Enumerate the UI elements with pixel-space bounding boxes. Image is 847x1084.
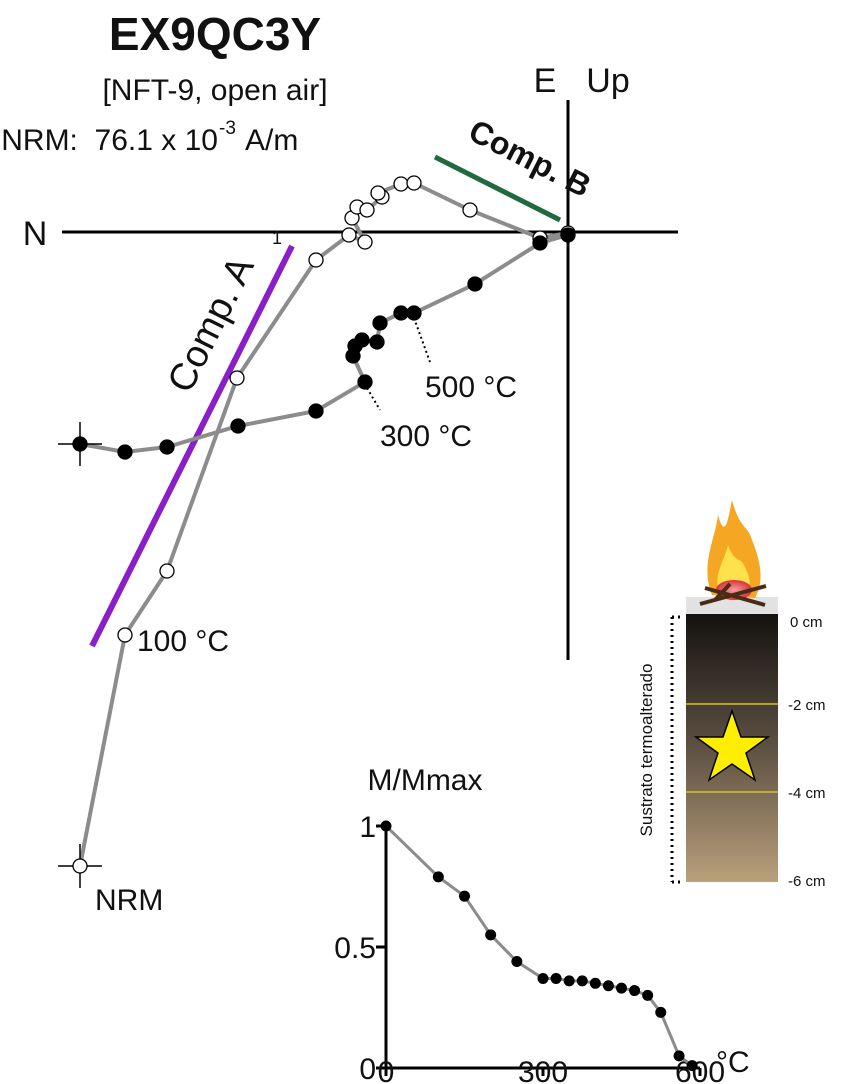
component-a-subscript: 1	[272, 228, 282, 248]
component-a-fit	[89, 244, 295, 648]
component-b-label: Comp. B	[463, 112, 597, 204]
star	[693, 708, 771, 782]
data-point	[380, 820, 392, 832]
data-point	[372, 315, 388, 331]
leader	[366, 387, 381, 411]
data-point	[357, 234, 373, 250]
depth-label: -2 cm	[788, 697, 826, 714]
data-point	[117, 444, 133, 460]
data-point	[511, 956, 523, 968]
y-axis-label: M/Mmax	[368, 764, 483, 797]
annotation: 100 °C	[137, 625, 229, 658]
data-point	[369, 334, 385, 350]
annotation: 300 °C	[380, 420, 472, 453]
series-line	[384, 824, 694, 1067]
data-point	[359, 202, 375, 218]
logs	[699, 582, 767, 607]
series-line	[79, 233, 569, 455]
nrm-note: NRM: 76.1 x 10	[1, 124, 218, 157]
nrm-unit: A/m	[245, 124, 298, 157]
annotation: NRM	[95, 884, 163, 917]
component-b-fit	[433, 154, 562, 223]
data-point	[589, 977, 601, 989]
data-point	[563, 975, 575, 987]
axis-label-up: Up	[586, 62, 629, 100]
data-point	[308, 403, 324, 419]
data-point	[72, 436, 88, 452]
annotation: 500 °C	[425, 371, 517, 404]
x-tick-label: 300	[518, 1056, 568, 1084]
soil-column: Sustrato termoalterado 0 cm -2 cm -4 cm …	[637, 500, 826, 890]
data-point	[686, 1060, 698, 1072]
data-point	[229, 370, 245, 386]
data-point	[370, 185, 386, 201]
data-point	[576, 975, 588, 987]
data-point	[159, 439, 175, 455]
data-point	[406, 175, 422, 191]
data-point	[485, 929, 497, 941]
y-tick-label: 1	[359, 811, 376, 844]
data-point	[602, 980, 614, 992]
nrm-exponent: -3	[219, 118, 236, 139]
data-point	[159, 563, 175, 579]
depth-label: -4 cm	[788, 785, 826, 802]
component-a-label: Comp. A	[160, 249, 263, 399]
subtitle: [NFT-9, open air]	[102, 74, 327, 107]
x-unit: °C	[716, 1046, 750, 1079]
data-point	[230, 418, 246, 434]
data-point	[673, 1050, 685, 1062]
data-point	[432, 871, 444, 883]
axis-label-n: N	[23, 215, 48, 253]
data-point	[616, 982, 627, 994]
data-point	[642, 989, 654, 1001]
leader	[413, 317, 431, 363]
y-tick-label: 0.5	[334, 932, 376, 965]
data-point	[406, 305, 422, 321]
data-point	[532, 235, 548, 251]
data-point	[462, 202, 478, 218]
data-point	[467, 276, 483, 292]
depth-label: -6 cm	[788, 873, 826, 890]
data-point	[537, 972, 549, 984]
data-point	[357, 374, 373, 390]
data-point	[560, 227, 576, 243]
data-point	[655, 1006, 667, 1018]
data-point	[117, 627, 133, 643]
column-caption: Sustrato termoalterado	[637, 664, 656, 837]
depth-label: 0 cm	[790, 614, 823, 631]
data-point	[308, 252, 324, 268]
data-point	[341, 227, 357, 243]
data-point	[72, 858, 88, 874]
data-point	[393, 305, 409, 321]
x-tick-label: 0	[378, 1056, 395, 1084]
axis-label-e: E	[534, 62, 557, 100]
data-point	[459, 890, 470, 902]
data-point	[550, 972, 562, 984]
data-point	[354, 332, 370, 348]
data-point	[393, 176, 409, 192]
y-tick-label: 0	[359, 1053, 376, 1084]
data-point	[629, 985, 641, 997]
title: EX9QC3Y	[109, 8, 321, 60]
